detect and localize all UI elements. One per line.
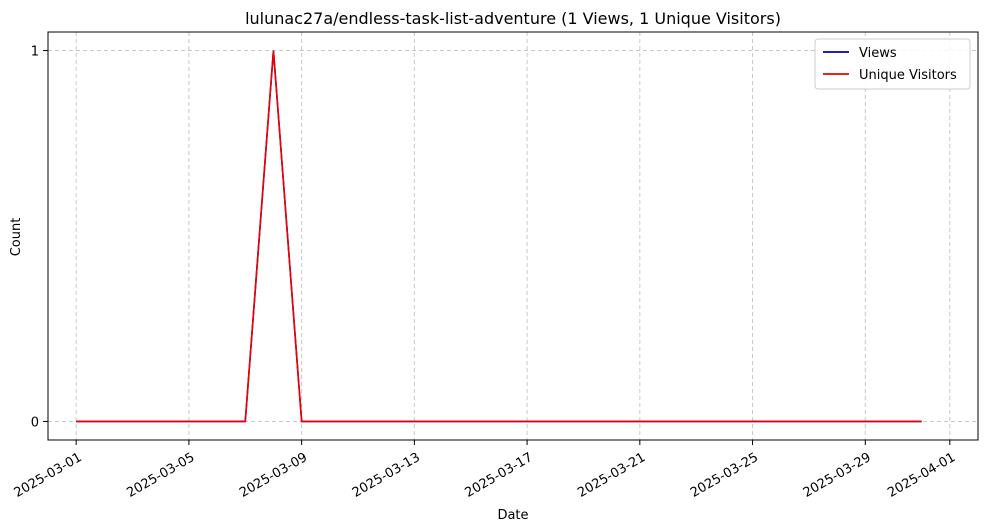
x-tick-label: 2025-04-01 xyxy=(885,450,958,501)
legend-box xyxy=(814,38,971,90)
x-tick-label: 2025-03-21 xyxy=(575,450,648,501)
x-axis-label: Date xyxy=(497,508,528,523)
axis-ticks: 2025-03-01 2025-03-05 2025-03-09 2025-03-13… xyxy=(12,45,959,501)
x-tick-label: 2025-03-09 xyxy=(237,450,310,501)
x-tick-label: 2025-03-13 xyxy=(350,450,423,501)
legend-label-unique-visitors: Unique Visitors xyxy=(859,68,957,83)
grid-lines xyxy=(48,32,978,440)
x-tick-label: 2025-03-01 xyxy=(12,450,85,501)
y-tick-label: 0 xyxy=(31,415,39,430)
legend: Views Unique Visitors xyxy=(814,38,971,90)
series-lines xyxy=(76,50,922,423)
legend-label-views: Views xyxy=(859,46,897,61)
chart-title: lulunac27a/endless-task-list-adventure (… xyxy=(245,9,781,28)
y-axis-label: Count xyxy=(9,218,24,257)
x-tick-label: 2025-03-05 xyxy=(124,450,197,501)
x-tick-label: 2025-03-25 xyxy=(688,450,761,501)
series-line-views xyxy=(76,50,922,423)
series-line-unique-visitors xyxy=(76,50,922,423)
x-tick-label: 2025-03-29 xyxy=(801,450,874,501)
x-tick-label: 2025-03-17 xyxy=(463,450,536,501)
plot-frame xyxy=(47,31,979,441)
y-tick-label: 1 xyxy=(31,45,39,60)
